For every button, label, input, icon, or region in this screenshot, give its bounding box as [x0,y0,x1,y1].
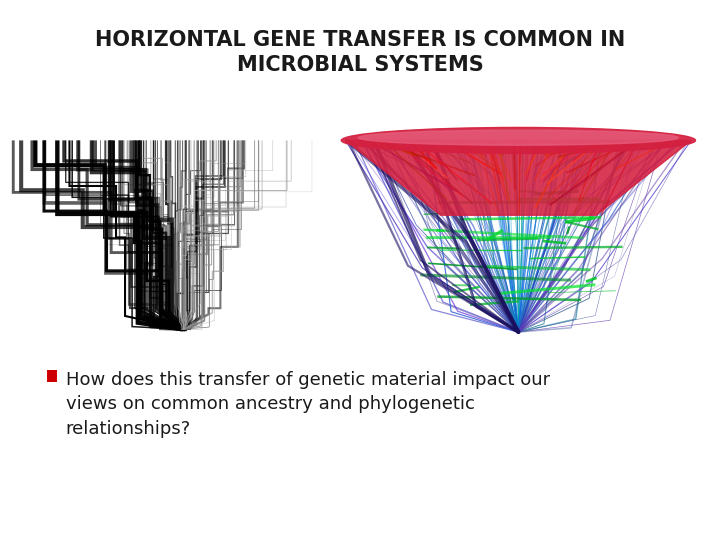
Text: HORIZONTAL GENE TRANSFER IS COMMON IN
MICROBIAL SYSTEMS: HORIZONTAL GENE TRANSFER IS COMMON IN MI… [95,30,625,75]
Ellipse shape [359,130,678,145]
Text: How does this transfer of genetic material impact our
views on common ancestry a: How does this transfer of genetic materi… [66,371,549,437]
Bar [47,370,57,382]
Ellipse shape [341,127,696,153]
Polygon shape [346,140,691,215]
